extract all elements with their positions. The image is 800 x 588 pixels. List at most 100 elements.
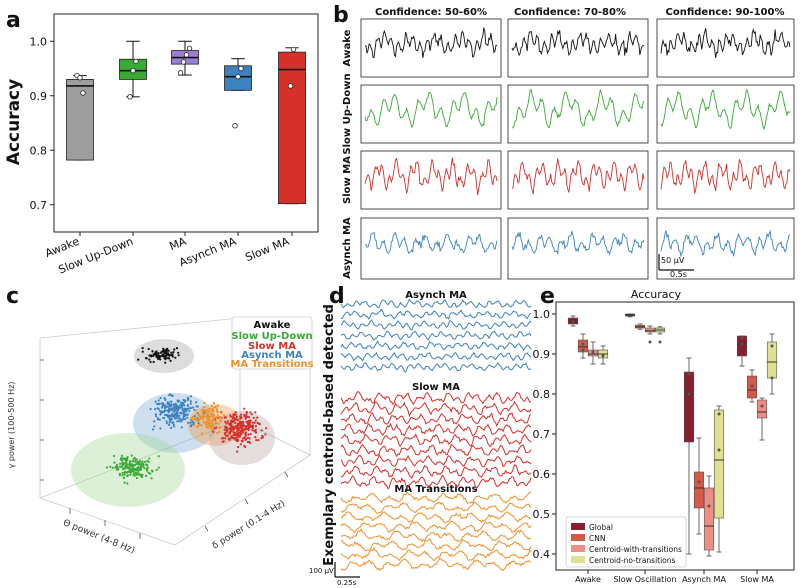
c-point bbox=[211, 408, 214, 411]
c-point bbox=[173, 414, 176, 417]
c-point bbox=[164, 361, 167, 364]
c-point bbox=[234, 413, 237, 416]
c-point bbox=[115, 466, 118, 470]
c-point bbox=[206, 421, 209, 424]
e-point bbox=[717, 448, 721, 452]
c-point bbox=[249, 411, 252, 414]
c-point bbox=[210, 424, 213, 428]
c-point bbox=[161, 353, 164, 356]
c-point bbox=[190, 417, 193, 420]
c-ellipse-slow-ma bbox=[209, 411, 275, 465]
c-point bbox=[155, 468, 158, 471]
e-legend-swatch-cnn bbox=[571, 534, 585, 541]
c-point bbox=[201, 411, 204, 414]
c-point bbox=[207, 419, 210, 422]
c-point bbox=[146, 459, 149, 462]
c-point bbox=[254, 436, 257, 439]
c-point bbox=[249, 419, 252, 422]
c-point bbox=[207, 417, 210, 420]
e-box bbox=[693, 471, 705, 509]
c-point bbox=[230, 421, 233, 424]
a-box bbox=[278, 51, 306, 205]
a-xtick-label: MA bbox=[167, 235, 188, 254]
d-trace bbox=[340, 444, 532, 458]
c-point bbox=[235, 424, 238, 427]
c-point bbox=[226, 430, 229, 433]
c-point bbox=[139, 459, 142, 462]
c-point bbox=[245, 413, 248, 416]
b-row-label-slow-ud: Slow Up-Down bbox=[342, 73, 353, 154]
c-point bbox=[179, 417, 182, 420]
c-point bbox=[132, 468, 135, 471]
c-point bbox=[173, 348, 176, 351]
c-point bbox=[162, 349, 165, 352]
c-point bbox=[180, 404, 183, 407]
c-point bbox=[165, 422, 168, 425]
c-point bbox=[240, 413, 243, 416]
d-trace bbox=[340, 391, 532, 406]
c-point bbox=[180, 419, 183, 422]
c-points bbox=[105, 347, 268, 485]
c-point bbox=[154, 408, 157, 411]
c-point bbox=[196, 419, 199, 422]
c-point bbox=[150, 477, 153, 480]
c-point bbox=[244, 434, 247, 437]
e-point bbox=[740, 342, 744, 346]
c-point bbox=[181, 401, 185, 404]
c-point bbox=[181, 407, 184, 410]
e-box bbox=[756, 399, 768, 419]
b-cell-frame bbox=[656, 217, 795, 280]
c-point bbox=[247, 419, 250, 422]
d-trace bbox=[340, 511, 532, 524]
e-xtick-label: Slow MA bbox=[740, 575, 774, 584]
e-xtick-label: Asynch MA bbox=[682, 575, 726, 584]
c-point bbox=[123, 471, 126, 474]
c-point bbox=[149, 472, 152, 475]
c-point bbox=[177, 351, 180, 354]
c-point bbox=[186, 421, 190, 424]
c-point bbox=[254, 419, 257, 422]
a-point bbox=[238, 65, 244, 72]
panel-a-boxes bbox=[66, 40, 306, 205]
c-point bbox=[210, 404, 213, 408]
b-trace bbox=[511, 230, 645, 256]
c-point bbox=[122, 462, 125, 465]
c-point bbox=[250, 413, 253, 416]
c-point bbox=[234, 438, 237, 441]
a-box bbox=[66, 79, 94, 161]
c-point bbox=[186, 414, 189, 417]
c-point bbox=[137, 358, 140, 361]
c-point bbox=[139, 474, 142, 477]
c-point bbox=[138, 461, 141, 464]
e-ytick-label: 0.8 bbox=[533, 388, 551, 401]
a-point bbox=[287, 83, 294, 89]
c-point bbox=[148, 457, 151, 460]
c-point bbox=[240, 426, 243, 430]
b-trace bbox=[660, 229, 791, 258]
b-cell-frame bbox=[507, 217, 649, 280]
c-point bbox=[230, 423, 233, 426]
b-trace bbox=[660, 89, 791, 131]
d-trace bbox=[340, 433, 532, 448]
c-point bbox=[155, 356, 158, 359]
d-trace bbox=[340, 474, 532, 490]
c-point bbox=[239, 443, 242, 446]
c-point bbox=[137, 465, 140, 468]
a-ytick-label: 1.0 bbox=[30, 35, 48, 48]
e-point bbox=[750, 384, 754, 388]
c-point bbox=[153, 425, 156, 428]
c-point bbox=[242, 420, 245, 423]
b-cell-frame bbox=[656, 84, 795, 144]
e-legend-box bbox=[565, 516, 687, 568]
c-point bbox=[140, 465, 143, 468]
c-point bbox=[135, 462, 138, 465]
c-point bbox=[200, 424, 203, 427]
b-cell-frame bbox=[507, 18, 649, 78]
c-point bbox=[211, 419, 214, 422]
c-point bbox=[232, 420, 235, 423]
c-point bbox=[130, 454, 133, 457]
c-point bbox=[143, 467, 146, 470]
c-point bbox=[198, 413, 201, 416]
c-point bbox=[252, 416, 255, 419]
c-point bbox=[246, 436, 249, 439]
